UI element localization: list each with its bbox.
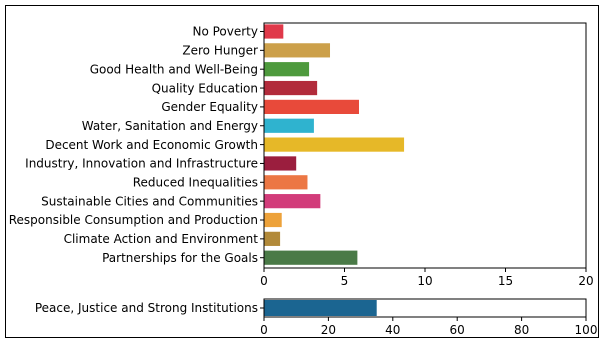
bar-decent-work-and-economic-growth bbox=[264, 137, 405, 152]
bar-gender-equality bbox=[264, 99, 359, 114]
x-tick-label: 60 bbox=[450, 323, 465, 337]
y-tick-label: Gender Equality bbox=[161, 100, 258, 114]
y-tick-label: Quality Education bbox=[152, 81, 258, 95]
x-tick-label: 100 bbox=[575, 323, 598, 337]
bar-zero-hunger bbox=[264, 43, 331, 58]
bar-responsible-consumption-and-production bbox=[264, 212, 282, 228]
x-tick-label: 20 bbox=[321, 323, 336, 337]
y-tick-label: Peace, Justice and Strong Institutions bbox=[35, 301, 258, 315]
figure-frame bbox=[5, 5, 599, 338]
x-tick-label: 20 bbox=[578, 274, 593, 288]
bar-no-poverty bbox=[264, 24, 284, 39]
x-tick-label: 80 bbox=[514, 323, 529, 337]
x-tick-label: 0 bbox=[260, 323, 268, 337]
x-tick-label: 5 bbox=[341, 274, 349, 288]
y-tick-label: Reduced Inequalities bbox=[133, 176, 258, 190]
y-tick-label: Good Health and Well-Being bbox=[90, 62, 258, 76]
y-tick-label: Decent Work and Economic Growth bbox=[45, 138, 258, 152]
y-tick-label: Water, Sanitation and Energy bbox=[82, 119, 258, 133]
y-tick-label: Climate Action and Environment bbox=[64, 232, 259, 246]
x-tick-label: 10 bbox=[417, 274, 432, 288]
bar-reduced-inequalities bbox=[264, 175, 308, 190]
bar-industry-innovation-and-infrastructure bbox=[264, 156, 297, 171]
bar-partnerships-for-the-goals bbox=[264, 250, 358, 265]
y-tick-label: Responsible Consumption and Production bbox=[9, 213, 258, 227]
bar-quality-education bbox=[264, 80, 318, 96]
y-tick-label: Industry, Innovation and Infrastructure bbox=[25, 157, 258, 171]
y-tick-label: No Poverty bbox=[192, 25, 258, 39]
y-tick-label: Zero Hunger bbox=[182, 44, 258, 58]
bar-water-sanitation-and-energy bbox=[264, 118, 314, 133]
x-tick-label: 15 bbox=[498, 274, 513, 288]
x-tick-label: 0 bbox=[260, 274, 268, 288]
y-tick-label: Sustainable Cities and Communities bbox=[41, 194, 258, 208]
bar-climate-action-and-environment bbox=[264, 231, 281, 246]
chart-sdg-goals: No Poverty Zero Hunger Good Health and Wel… bbox=[9, 22, 594, 288]
bar-sustainable-cities-and-communities bbox=[264, 194, 321, 209]
bar-peace-justice-and-strong-institutions bbox=[264, 300, 377, 316]
bar-good-health-and-well-being bbox=[264, 62, 310, 77]
y-tick-label: Partnerships for the Goals bbox=[102, 251, 258, 265]
axes-frame bbox=[263, 298, 587, 318]
x-tick-label: 40 bbox=[385, 323, 400, 337]
